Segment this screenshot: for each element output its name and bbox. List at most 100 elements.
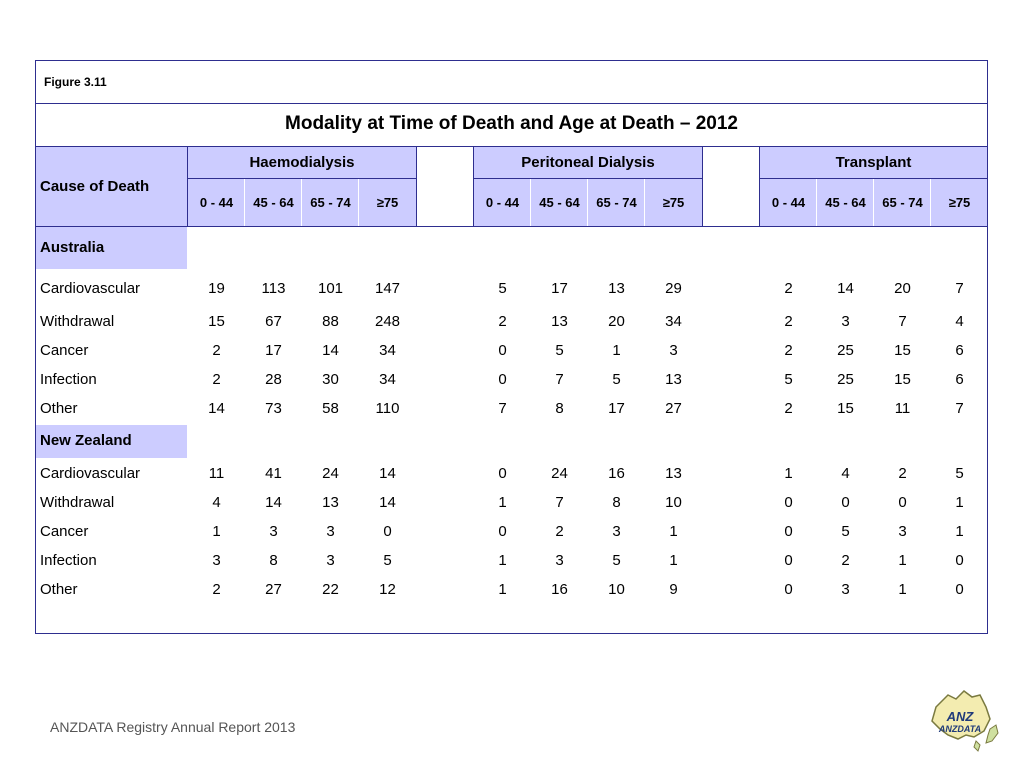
divider — [358, 179, 359, 226]
table-cell: 4 — [955, 313, 964, 330]
table-cell: 2 — [898, 465, 907, 482]
age-group-header: 0 - 44 — [485, 195, 520, 210]
divider — [474, 178, 702, 179]
table-cell: 8 — [555, 400, 564, 417]
age-group-header: ≥75 — [376, 195, 399, 210]
modality-header-haemodialysis: Haemodialysis — [249, 154, 355, 171]
table-cell: 0 — [784, 552, 793, 569]
divider — [36, 226, 987, 227]
table-cell: 10 — [665, 494, 682, 511]
table-cell: 17 — [265, 342, 282, 359]
age-group-header: 0 - 44 — [771, 195, 806, 210]
table-cell: 2 — [784, 280, 793, 297]
table-cell: 3 — [212, 552, 221, 569]
table-cell: 14 — [208, 400, 225, 417]
table-cell: 113 — [261, 280, 286, 297]
table-cell: 29 — [665, 280, 682, 297]
table-cell: 25 — [837, 371, 854, 388]
table-cell: 0 — [498, 465, 507, 482]
cause-of-death-header: Cause of Death — [40, 178, 150, 195]
age-group-header: ≥75 — [662, 195, 685, 210]
row-label: Withdrawal — [40, 313, 115, 330]
table-cell: 0 — [898, 494, 907, 511]
table-cell: 28 — [265, 371, 282, 388]
age-group-header: ≥75 — [948, 195, 971, 210]
svg-text:ANZDATA: ANZDATA — [938, 724, 981, 734]
table-cell: 73 — [265, 400, 282, 417]
table-cell: 20 — [894, 280, 911, 297]
table-cell: 5 — [612, 371, 621, 388]
table-cell: 0 — [841, 494, 850, 511]
divider — [36, 146, 987, 147]
table-cell: 6 — [955, 371, 964, 388]
table-cell: 6 — [955, 342, 964, 359]
table-cell: 2 — [841, 552, 850, 569]
age-group-header: 45 - 64 — [253, 195, 294, 210]
table-cell: 30 — [322, 371, 339, 388]
table-cell: 13 — [322, 494, 339, 511]
table-cell: 16 — [608, 465, 625, 482]
table-cell: 0 — [955, 581, 964, 598]
table-cell: 5 — [555, 342, 564, 359]
divider — [473, 147, 474, 226]
row-label: Withdrawal — [40, 494, 115, 511]
divider — [244, 179, 245, 226]
table-cell: 1 — [955, 523, 964, 540]
table-cell: 25 — [837, 342, 854, 359]
table-cell: 2 — [212, 371, 221, 388]
table-cell: 13 — [551, 313, 568, 330]
divider — [760, 178, 987, 179]
modality-header-peritoneal-dialysis: Peritoneal Dialysis — [521, 154, 655, 171]
table-cell: 3 — [898, 523, 907, 540]
table-cell: 3 — [841, 581, 850, 598]
divider — [530, 179, 531, 226]
table-cell: 8 — [269, 552, 278, 569]
table-cell: 4 — [212, 494, 221, 511]
table-cell: 1 — [669, 552, 678, 569]
table-cell: 41 — [265, 465, 282, 482]
table-cell: 1 — [498, 494, 507, 511]
table-cell: 3 — [326, 552, 335, 569]
table-cell: 19 — [208, 280, 225, 297]
divider — [187, 147, 188, 226]
table-cell: 0 — [784, 581, 793, 598]
table-cell: 15 — [837, 400, 854, 417]
table-cell: 0 — [498, 342, 507, 359]
table-cell: 2 — [212, 342, 221, 359]
table-cell: 5 — [841, 523, 850, 540]
divider — [873, 179, 874, 226]
cause-header-cell — [36, 147, 187, 226]
age-group-header: 65 - 74 — [882, 195, 923, 210]
table-cell: 5 — [383, 552, 392, 569]
table-cell: 0 — [784, 494, 793, 511]
table-cell: 10 — [608, 581, 625, 598]
table-cell: 14 — [837, 280, 854, 297]
footer-text: ANZDATA Registry Annual Report 2013 — [50, 719, 296, 735]
row-label: Cancer — [40, 523, 89, 540]
table-cell: 1 — [498, 552, 507, 569]
table-cell: 88 — [322, 313, 339, 330]
divider — [188, 178, 416, 179]
table-cell: 7 — [498, 400, 507, 417]
table-cell: 2 — [555, 523, 564, 540]
table-cell: 5 — [498, 280, 507, 297]
table-cell: 3 — [841, 313, 850, 330]
divider — [702, 147, 703, 226]
section-label-new-zealand: New Zealand — [40, 432, 132, 449]
divider — [816, 179, 817, 226]
table-cell: 248 — [374, 313, 401, 330]
table-cell: 1 — [498, 581, 507, 598]
haemodialysis-header-cell — [188, 147, 416, 226]
table-cell: 7 — [955, 280, 964, 297]
table-cell: 7 — [555, 371, 564, 388]
table-cell: 67 — [265, 313, 282, 330]
table-frame — [35, 60, 988, 634]
table-cell: 2 — [784, 342, 793, 359]
table-cell: 13 — [608, 280, 625, 297]
table-cell: 7 — [898, 313, 907, 330]
table-cell: 1 — [784, 465, 793, 482]
divider — [587, 179, 588, 226]
table-cell: 3 — [269, 523, 278, 540]
table-cell: 3 — [669, 342, 678, 359]
table-cell: 11 — [894, 400, 911, 417]
